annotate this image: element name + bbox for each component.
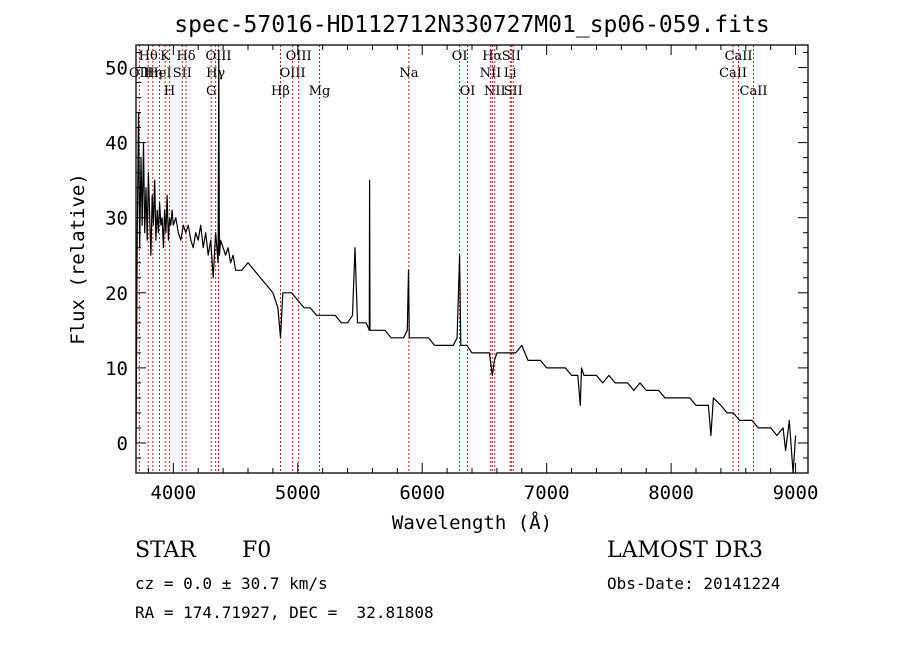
object-class: STAR bbox=[135, 538, 196, 563]
survey-name: LAMOST DR3 bbox=[607, 538, 763, 563]
line-label-6: SII bbox=[173, 66, 192, 81]
redshift-velocity: cz = 0.0 ± 30.7 km/s bbox=[135, 574, 328, 593]
line-label-7: Hδ bbox=[176, 49, 195, 64]
line-label-13: OIII bbox=[286, 49, 312, 64]
line-label-18: NII bbox=[480, 66, 502, 81]
line-label-14: Mg bbox=[309, 84, 331, 99]
line-label-21: Li bbox=[504, 66, 517, 81]
y-tick-label-2: 20 bbox=[105, 283, 128, 305]
line-label-17: OI bbox=[460, 84, 476, 99]
x-tick-label-2: 6000 bbox=[399, 482, 445, 504]
line-label-16: OI bbox=[452, 49, 468, 64]
spectrum-series bbox=[135, 51, 797, 474]
line-label-5: H bbox=[164, 84, 175, 99]
line-label-8: G bbox=[206, 84, 216, 99]
axes bbox=[135, 44, 809, 474]
x-axis-label: Wavelength (Å) bbox=[392, 511, 552, 534]
line-label-19: Hα bbox=[482, 49, 502, 64]
line-label-22: SII bbox=[502, 49, 521, 64]
line-label-4: K bbox=[160, 49, 170, 64]
chart-title: spec-57016-HD112712N330727M01_sp06-059.f… bbox=[174, 12, 769, 38]
y-tick-label-1: 10 bbox=[105, 358, 128, 380]
x-tick-label-0: 4000 bbox=[150, 482, 196, 504]
line-label-12: OIII bbox=[280, 66, 306, 81]
plot-frame bbox=[135, 44, 809, 474]
y-axis-label: Flux (relative) bbox=[67, 173, 89, 345]
tick-labels: 4000 5000 6000 7000 8000 9000 0 10 20 30 40 50 bbox=[105, 58, 818, 504]
y-tick-label-0: 0 bbox=[117, 433, 128, 455]
line-label-9: Hγ bbox=[206, 66, 225, 81]
x-tick-label-1: 5000 bbox=[275, 482, 321, 504]
line-label-3: HeI bbox=[147, 66, 171, 81]
line-label-20: NII bbox=[484, 84, 506, 99]
x-tick-label-5: 9000 bbox=[773, 482, 819, 504]
line-label-0: OII bbox=[129, 66, 150, 81]
line-label-15: Na bbox=[399, 66, 418, 81]
line-label-23: SII bbox=[504, 84, 523, 99]
subclass: F0 bbox=[242, 538, 272, 563]
emission-line-markers: OIIHθHηHeIKHSIIHδGHγOIIIHβOIIIOIIIMgNaOI… bbox=[129, 45, 768, 473]
y-tick-label-3: 30 bbox=[105, 208, 128, 230]
line-label-2: Hη bbox=[143, 66, 162, 81]
observation-date: Obs-Date: 20141224 bbox=[607, 574, 781, 593]
line-label-11: Hβ bbox=[271, 84, 290, 99]
spectrum-line-0 bbox=[135, 51, 797, 474]
x-tick-label-4: 8000 bbox=[648, 482, 694, 504]
line-label-25: CaII bbox=[725, 49, 753, 64]
line-label-24: CaII bbox=[719, 66, 747, 81]
y-tick-label-4: 40 bbox=[105, 133, 128, 155]
x-tick-label-3: 7000 bbox=[524, 482, 570, 504]
line-label-1: Hθ bbox=[139, 49, 158, 64]
line-label-26: CaII bbox=[740, 84, 768, 99]
coordinates: RA = 174.71927, DEC = 32.81808 bbox=[135, 603, 434, 622]
y-tick-label-5: 50 bbox=[105, 58, 128, 80]
